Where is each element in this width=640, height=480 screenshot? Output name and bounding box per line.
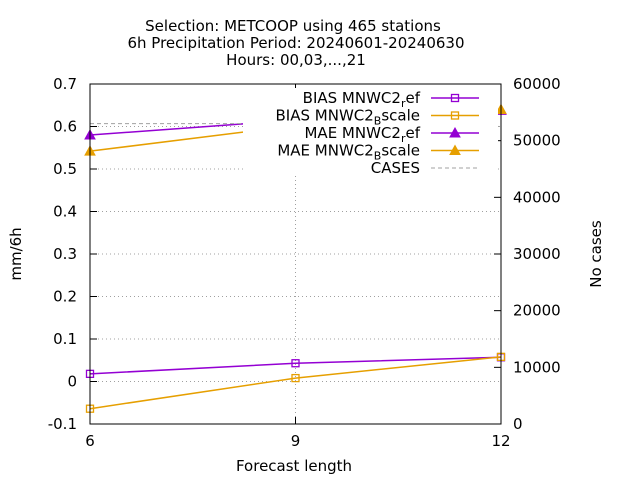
legend-marker [449, 126, 461, 138]
y2-tick-label: 40000 [513, 188, 561, 206]
title-line-2: 6h Precipitation Period: 20240601-202406… [127, 34, 464, 52]
y-tick-label: 0.6 [53, 118, 77, 136]
legend-marker [450, 93, 460, 103]
y-tick-label: 0.1 [53, 330, 77, 348]
y2-tick-label: 20000 [513, 302, 561, 320]
legend-label: BIAS MNWC2Bscale [276, 107, 420, 128]
legend-marker [449, 144, 461, 155]
y-tick-label: 0.4 [53, 203, 77, 221]
x-tick-label: 12 [491, 432, 510, 450]
data-point [291, 359, 300, 368]
y-tick-label: 0.7 [53, 75, 77, 93]
y-tick-label: 0.5 [53, 160, 77, 178]
x-tick-label: 6 [85, 432, 95, 450]
y2-tick-label: 30000 [513, 245, 561, 263]
data-point [291, 373, 300, 383]
legend-label: BIAS MNWC2ref [303, 89, 421, 110]
y2-tick-label: 60000 [513, 75, 561, 93]
legend-label: MAE MNWC2Bscale [277, 142, 420, 163]
series-1 [85, 352, 506, 413]
legend-label: MAE MNWC2ref [304, 124, 420, 145]
ticks: -0.1 0 0.1 0.2 0.3 0.4 0.5 0.6 0.7 0 10000 20000 300… [48, 75, 561, 450]
chart-title: Selection: METCOOP using 465 stations 6h… [127, 17, 464, 69]
x-axis-label: Forecast length [236, 457, 352, 475]
legend-label: CASES [371, 159, 420, 177]
y-tick-label: -0.1 [48, 415, 77, 433]
title-line-1: Selection: METCOOP using 465 stations [145, 17, 441, 35]
y2-axis-label: No cases [587, 220, 605, 288]
series-0 [85, 353, 506, 379]
y-tick-label: 0.2 [53, 288, 77, 306]
y2-tick-label: 10000 [513, 358, 561, 376]
x-tick-label: 9 [291, 432, 301, 450]
title-line-3: Hours: 00,03,...,21 [226, 51, 366, 69]
y-tick-label: 0.3 [53, 245, 77, 263]
y2-tick-label: 50000 [513, 132, 561, 150]
series-line [89, 356, 502, 375]
y-axis-label: mm/6h [7, 227, 25, 280]
y2-tick-label: 0 [513, 415, 523, 433]
series-line [89, 356, 502, 410]
plot-frame [89, 83, 502, 425]
legend-marker [450, 111, 460, 120]
y-tick-label: 0 [67, 373, 77, 391]
